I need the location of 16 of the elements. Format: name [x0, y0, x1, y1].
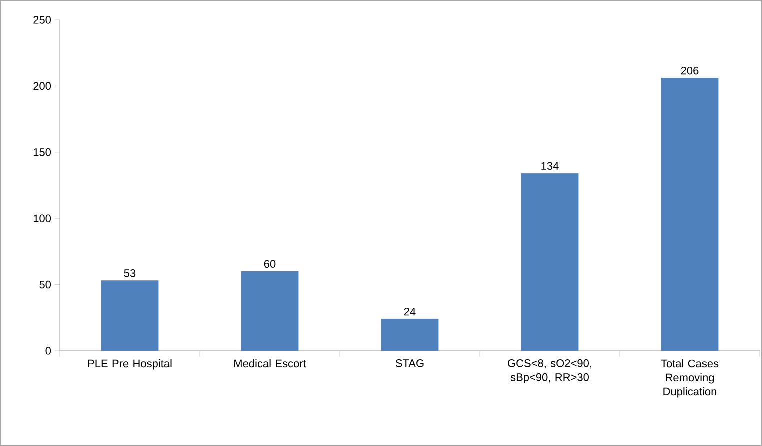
- x-tick-label: PLE Pre Hospital: [88, 360, 172, 370]
- x-tick-label: GCS<8, sO2<90, sBp<90, RR>30: [508, 360, 592, 384]
- y-tick-label: 200: [34, 82, 52, 90]
- data-label: 206: [681, 66, 699, 75]
- x-tick-label: Medical Escort: [234, 360, 306, 368]
- x-tick-label: STAG: [396, 360, 424, 368]
- y-tick-label: 50: [40, 280, 52, 289]
- y-tick-label: 0: [46, 347, 52, 355]
- y-tick-label: 100: [34, 214, 52, 222]
- y-tick-label: 150: [34, 148, 52, 156]
- data-label: 60: [264, 260, 276, 268]
- data-label: 53: [124, 270, 136, 278]
- data-label: 134: [542, 162, 559, 170]
- x-tick-label: Total Cases Removing Duplication: [661, 360, 719, 398]
- y-tick-label: 250: [34, 16, 52, 24]
- data-label: 24: [404, 308, 416, 316]
